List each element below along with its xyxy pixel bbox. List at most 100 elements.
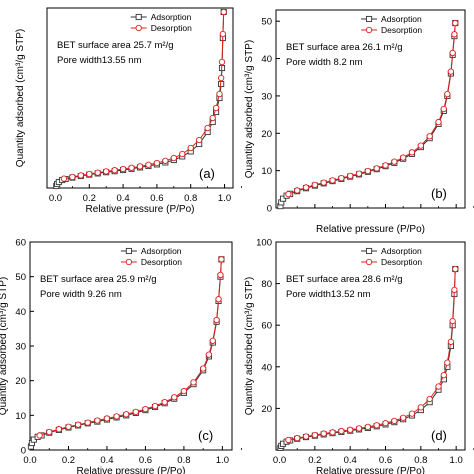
desorption-point	[132, 408, 139, 416]
desorption-point	[373, 165, 380, 172]
legend-adsorption-label: Adsorption	[381, 246, 422, 256]
desorption-point	[400, 414, 407, 421]
y-tick-label: 20	[261, 404, 272, 415]
desorption-point	[347, 426, 354, 433]
desorption-point	[435, 118, 442, 126]
desorption-point	[36, 432, 43, 439]
y-tick-label: 80	[261, 279, 272, 290]
desorption-point	[449, 317, 456, 325]
desorption-point	[171, 394, 178, 401]
desorption-point	[69, 173, 76, 181]
desorption-point	[400, 154, 407, 161]
desorption-point	[294, 187, 301, 194]
desorption-point	[209, 337, 216, 344]
desorption-point	[103, 168, 110, 175]
legend-adsorption-marker	[125, 247, 132, 255]
y-axis-label: Quantity adsorbed (cm³/g STP)	[244, 40, 255, 178]
desorption-point	[355, 425, 363, 432]
desorption-point	[46, 428, 53, 436]
desorption-point	[170, 154, 177, 162]
desorption-point	[218, 58, 226, 66]
desorption-point	[338, 174, 345, 182]
pore-width-annotation: Pore width13.55 nm	[57, 55, 142, 66]
legend-adsorption-label: Adsorption	[151, 12, 192, 22]
desorption-point	[391, 417, 398, 425]
y-tick-label: 0	[21, 446, 26, 457]
desorption-point	[187, 144, 194, 152]
desorption-point	[382, 420, 389, 427]
desorption-point	[285, 191, 292, 198]
desorption-point	[435, 383, 442, 390]
y-tick-label: 50	[261, 17, 272, 28]
desorption-point	[373, 422, 380, 429]
desorption-point	[320, 179, 327, 186]
desorption-point	[449, 49, 456, 57]
y-tick-label: 10	[15, 411, 26, 422]
legend-desorption-marker	[125, 258, 133, 266]
desorption-point	[364, 423, 372, 431]
desorption-point	[84, 419, 91, 426]
series-line-adsorption	[55, 11, 225, 187]
desorption-point	[447, 68, 455, 75]
desorption-point	[179, 150, 186, 158]
x-axis-label: Relative pressure (P/Po)	[316, 224, 425, 235]
desorption-point	[199, 365, 207, 372]
desorption-point	[311, 431, 319, 439]
desorption-point	[302, 184, 310, 191]
desorption-point	[440, 371, 447, 379]
legend-adsorption-marker	[135, 13, 142, 21]
plot-frame	[275, 241, 466, 451]
desorption-point	[329, 177, 336, 184]
panel-d: 0.0 0.2 0.4 0.6 0.8 1.0 20 40 60 80 100 Relative pr…	[244, 238, 474, 474]
bet-surface-area-annotation: BET surface area 26.1 m²/g	[286, 42, 403, 53]
y-tick-label: 30	[15, 342, 26, 353]
desorption-point	[142, 405, 149, 413]
x-tick-label: 0.2	[62, 455, 75, 466]
desorption-point	[145, 161, 152, 168]
desorption-point	[447, 338, 455, 345]
desorption-point	[153, 159, 161, 167]
plot-frame	[275, 9, 466, 209]
desorption-point	[204, 124, 211, 132]
panel-label: (d)	[431, 428, 447, 443]
x-tick-label: 0.0	[273, 455, 286, 466]
desorption-point	[408, 149, 416, 156]
y-tick-label: 50	[15, 272, 26, 283]
desorption-point	[111, 167, 118, 174]
desorption-point	[451, 31, 458, 38]
desorption-point	[426, 133, 433, 140]
desorption-point	[205, 351, 213, 358]
x-tick-label: 0.4	[344, 455, 357, 466]
y-tick-label: 20	[15, 376, 26, 387]
desorption-point	[209, 114, 216, 122]
x-tick-label: 1.0	[216, 455, 229, 466]
panel-a: 0.0 0.2 0.4 0.6 0.8 1.0 Relative pressure (P/P…	[15, 7, 242, 215]
y-tick-label: 30	[261, 91, 272, 102]
x-tick-label: 1.0	[450, 455, 463, 466]
desorption-point	[128, 164, 135, 171]
x-tick-label: 0.2	[83, 193, 96, 204]
x-axis-label: Relative pressure (P/Po)	[86, 204, 195, 215]
legend-desorption-label: Desorption	[151, 23, 192, 33]
y-tick-label: 60	[261, 321, 272, 332]
desorption-point	[161, 399, 168, 406]
bet-surface-area-annotation: BET surface area 28.6 m²/g	[286, 274, 403, 285]
desorption-point	[417, 404, 424, 411]
legend-desorption-marker	[365, 26, 373, 34]
x-axis-label: Relative pressure (P/Po)	[316, 466, 425, 474]
x-tick-label: 0.4	[100, 455, 113, 466]
desorption-point	[94, 169, 101, 176]
legend-desorption-marker	[365, 258, 373, 266]
panel-label: (a)	[199, 166, 215, 181]
desorption-point	[151, 402, 159, 410]
series-line-desorption	[39, 259, 222, 436]
pore-width-annotation: Pore width13.52 nm	[286, 289, 371, 300]
desorption-point	[65, 423, 72, 430]
legend-adsorption-label: Adsorption	[141, 246, 182, 256]
desorption-point	[440, 105, 447, 113]
desorption-point	[55, 426, 63, 433]
desorption-point	[136, 163, 144, 170]
y-axis-label: Quantity adsorbed (cm³/g STP)	[15, 29, 26, 167]
legend-desorption-label: Desorption	[381, 25, 422, 35]
